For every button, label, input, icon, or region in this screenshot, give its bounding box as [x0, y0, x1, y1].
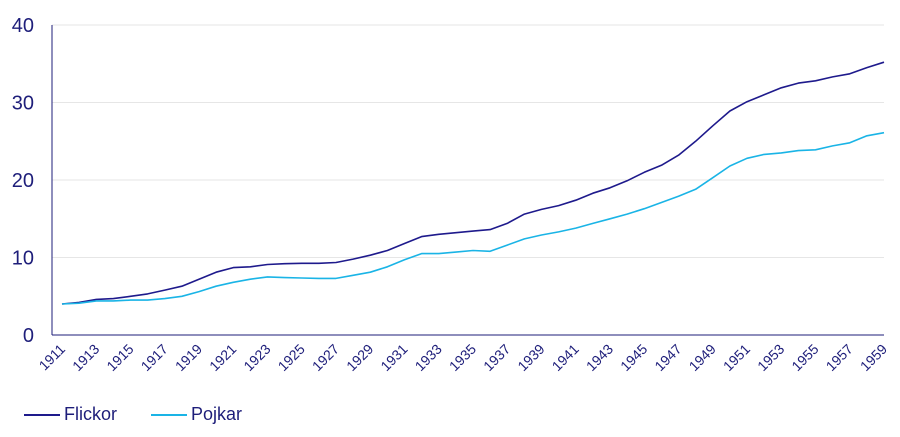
x-tick-label: 1931 [377, 341, 410, 374]
y-axis-ticks: 0 10 20 30 40 [12, 15, 34, 347]
legend-item-pojkar: Pojkar [151, 404, 242, 425]
legend-swatch-pojkar [151, 413, 187, 416]
x-tick-label: 1939 [514, 341, 547, 374]
x-tick-label: 1937 [480, 341, 513, 374]
x-tick-label: 1955 [788, 341, 821, 374]
legend: Flickor Pojkar [24, 404, 276, 425]
x-tick-label: 1941 [549, 341, 582, 374]
legend-item-flickor: Flickor [24, 404, 117, 425]
x-tick-label: 1951 [720, 341, 753, 374]
x-tick-label: 1947 [651, 341, 684, 374]
x-tick-label: 1945 [617, 341, 650, 374]
x-tick-label: 1913 [69, 341, 102, 374]
y-tick-label: 30 [12, 93, 34, 115]
x-tick-label: 1921 [206, 341, 239, 374]
legend-swatch-flickor [24, 413, 60, 416]
x-tick-label: 1935 [446, 341, 479, 374]
series-line-pojkar [61, 131, 885, 305]
x-tick-label: 1925 [275, 341, 308, 374]
x-tick-label: 1957 [823, 341, 856, 374]
x-tick-label: 1943 [583, 341, 616, 374]
x-tick-label: 1959 [857, 341, 890, 374]
series-lines [61, 61, 885, 305]
x-axis-ticks: 1911 1913 1915 1917 1919 1921 1923 1925 1927 1929… [36, 341, 891, 374]
legend-label-pojkar: Pojkar [191, 404, 243, 424]
series-line-flickor [61, 61, 885, 305]
y-tick-label: 20 [12, 170, 34, 192]
x-tick-label: 1953 [754, 341, 787, 374]
x-tick-label: 1929 [343, 341, 376, 374]
x-tick-label: 1949 [686, 341, 719, 374]
grid-lines [51, 24, 884, 336]
x-tick-label: 1923 [240, 341, 273, 374]
x-tick-label: 1919 [172, 341, 205, 374]
x-tick-label: 1927 [309, 341, 342, 374]
x-tick-label: 1933 [412, 341, 445, 374]
legend-label-flickor: Flickor [64, 404, 117, 424]
y-tick-label: 0 [23, 325, 34, 347]
x-tick-label: 1911 [36, 341, 69, 374]
x-tick-label: 1915 [103, 341, 136, 374]
x-tick-label: 1917 [138, 341, 171, 374]
y-tick-label: 40 [12, 15, 34, 37]
y-tick-label: 10 [12, 248, 34, 270]
